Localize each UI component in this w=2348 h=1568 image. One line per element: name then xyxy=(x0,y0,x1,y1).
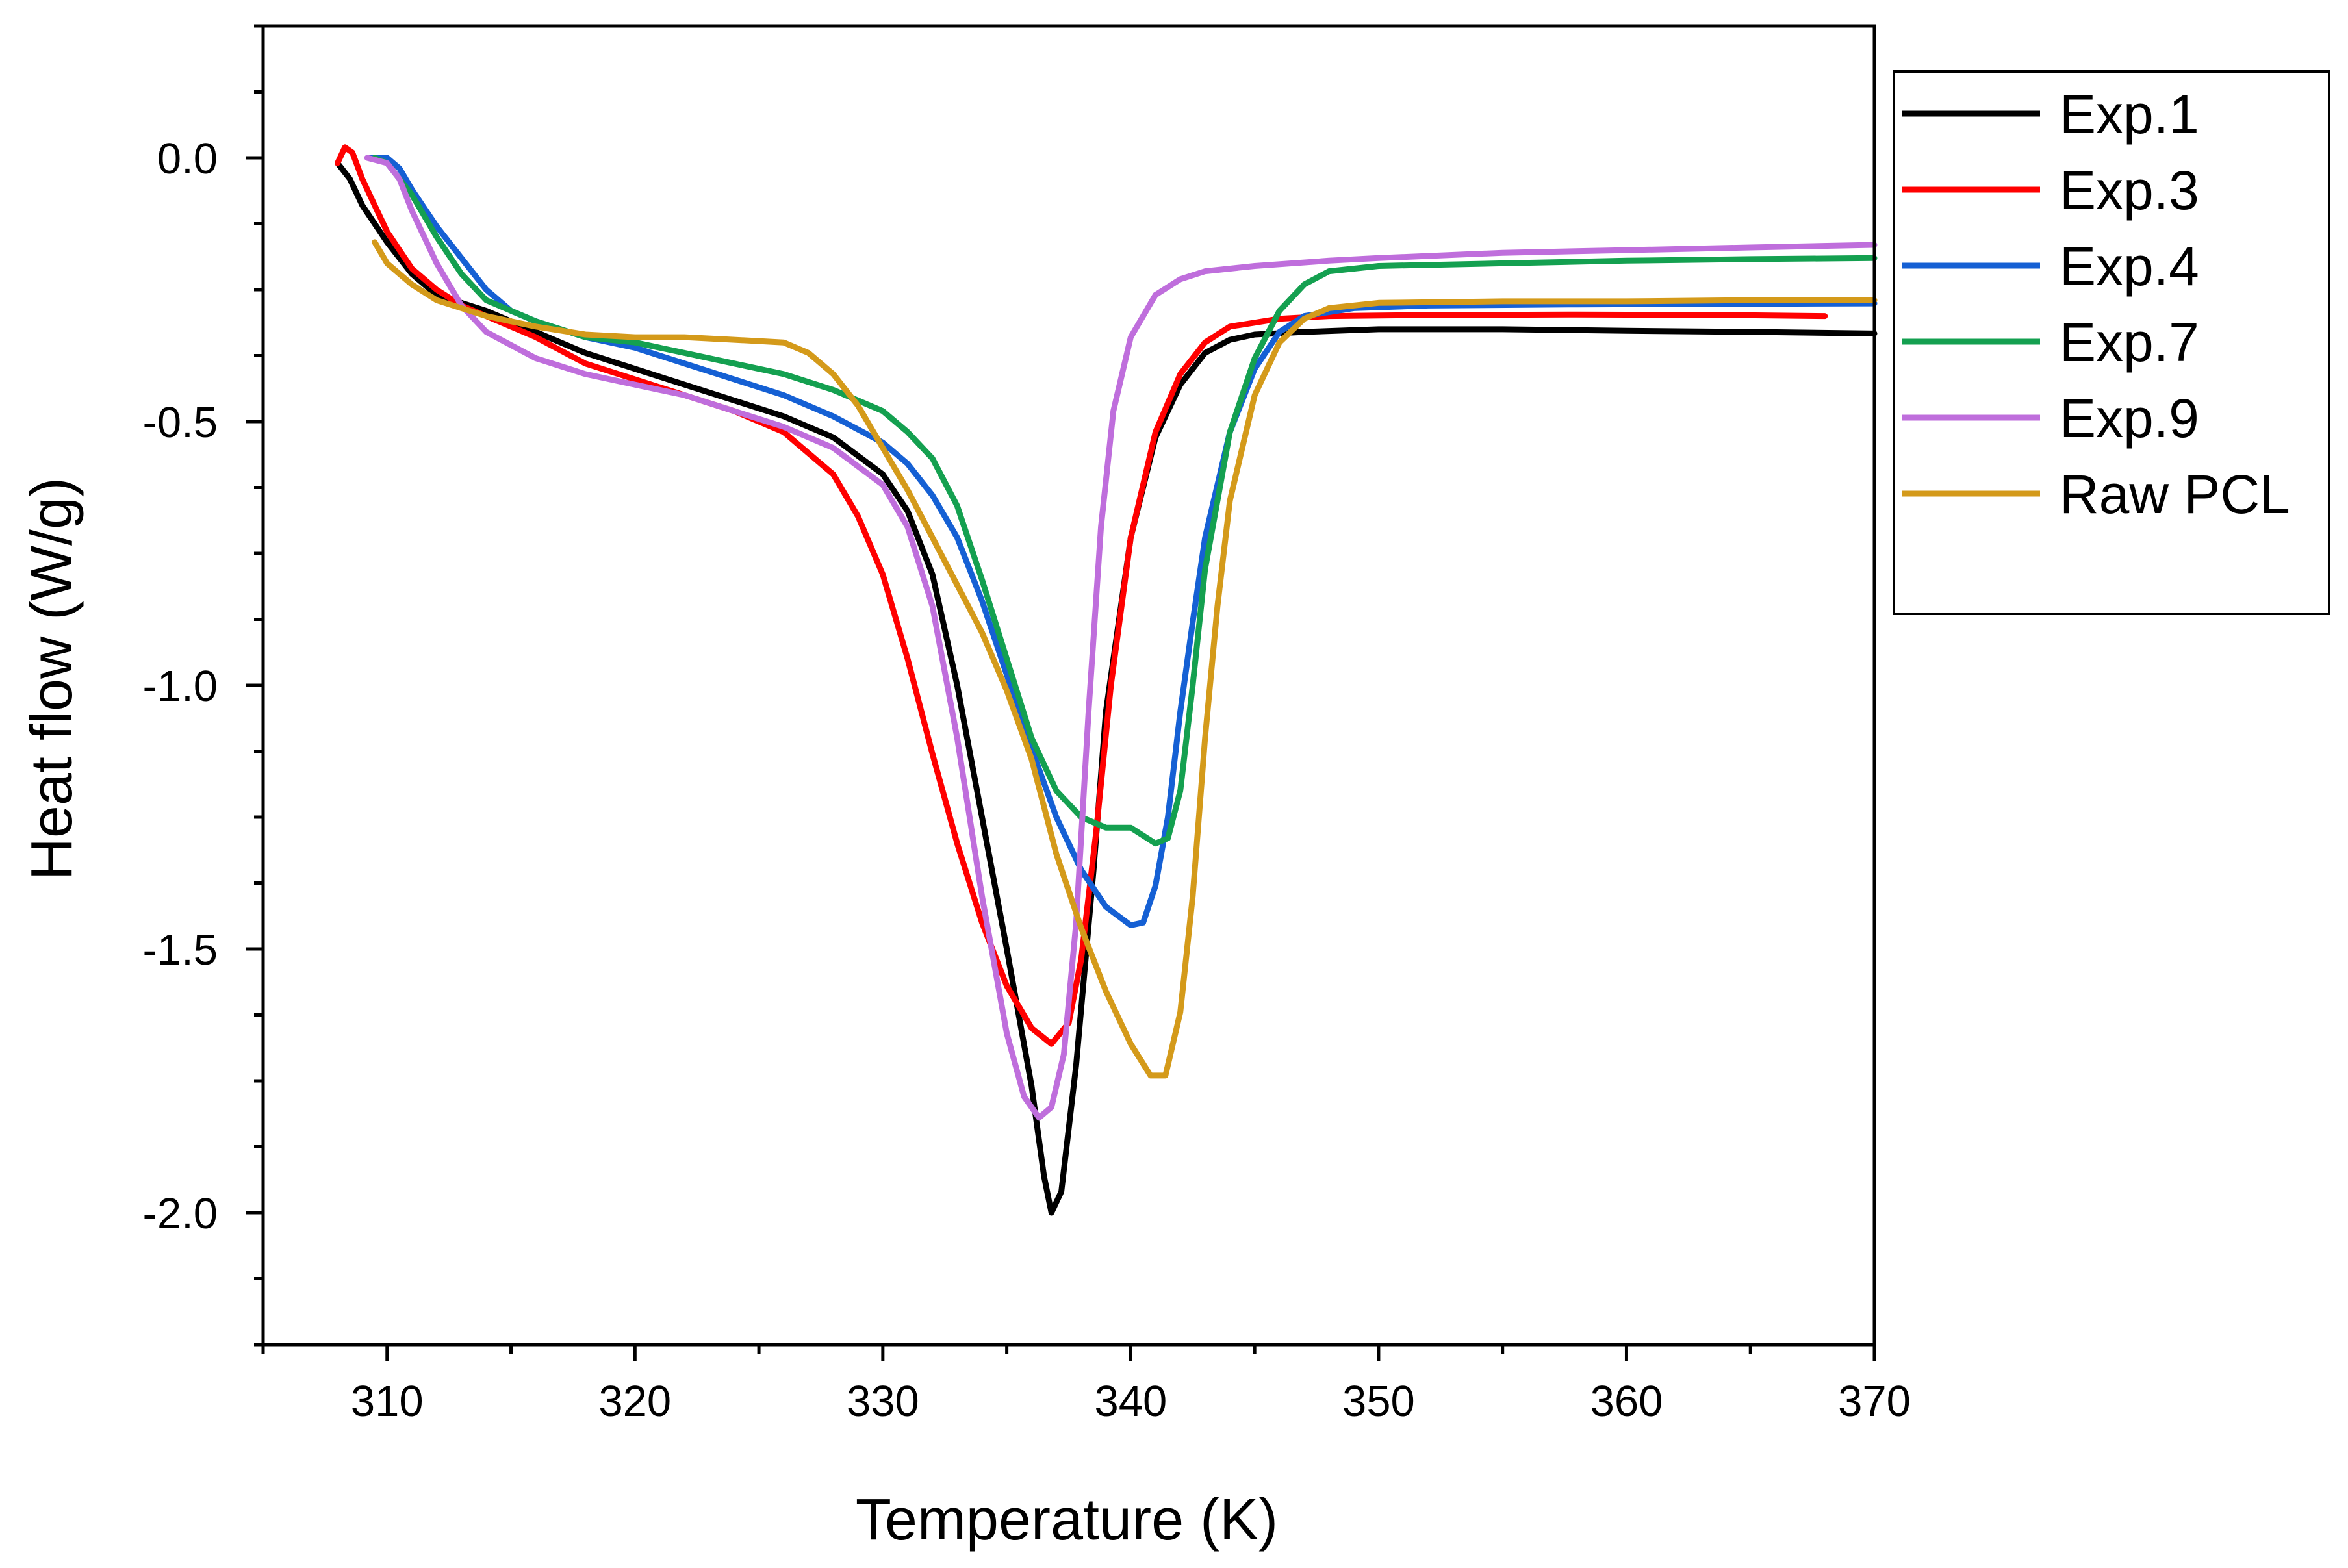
labels-layer: Temperature (K) Heat flow (W/g) xyxy=(19,477,1278,1552)
x-tick-label: 340 xyxy=(1094,1377,1167,1426)
series-line-exp-3 xyxy=(335,144,1828,1047)
y-tick-label: 0.0 xyxy=(157,134,218,183)
legend-label: Exp.4 xyxy=(2060,236,2199,297)
x-tick-label: 370 xyxy=(1838,1377,1911,1426)
legend-label: Exp.3 xyxy=(2060,160,2199,221)
legend: Exp.1 Exp.3 Exp.4 Exp.7 Exp.9 Raw PCL xyxy=(1893,70,2330,615)
y-tick-label: -0.5 xyxy=(143,398,218,447)
y-tick-label: -1.0 xyxy=(143,662,218,711)
y-tick-label: -2.0 xyxy=(143,1189,218,1238)
legend-label: Exp.7 xyxy=(2060,312,2199,373)
axes-layer: 310 320 330 340 350 360 370 0.0 -0.5 -1.0 -1.5 -2.0 xyxy=(143,24,1911,1426)
series-line-exp-9 xyxy=(364,155,1878,1121)
series-line-raw-pcl xyxy=(372,239,1878,1079)
legend-label: Exp.1 xyxy=(2060,84,2199,145)
x-axis-title: Temperature (K) xyxy=(856,1487,1278,1552)
y-axis-title: Heat flow (W/g) xyxy=(19,477,84,880)
x-tick-label: 310 xyxy=(351,1377,424,1426)
x-tick-label: 330 xyxy=(847,1377,919,1426)
x-tick-label: 360 xyxy=(1590,1377,1663,1426)
x-tick-label: 350 xyxy=(1342,1377,1415,1426)
series-layer xyxy=(335,144,1878,1216)
series-line-exp-4 xyxy=(366,155,1878,928)
x-tick-label: 320 xyxy=(598,1377,671,1426)
y-tick-label: -1.5 xyxy=(143,926,218,974)
legend-label: Exp.9 xyxy=(2060,388,2199,449)
legend-label: Raw PCL xyxy=(2060,464,2290,525)
